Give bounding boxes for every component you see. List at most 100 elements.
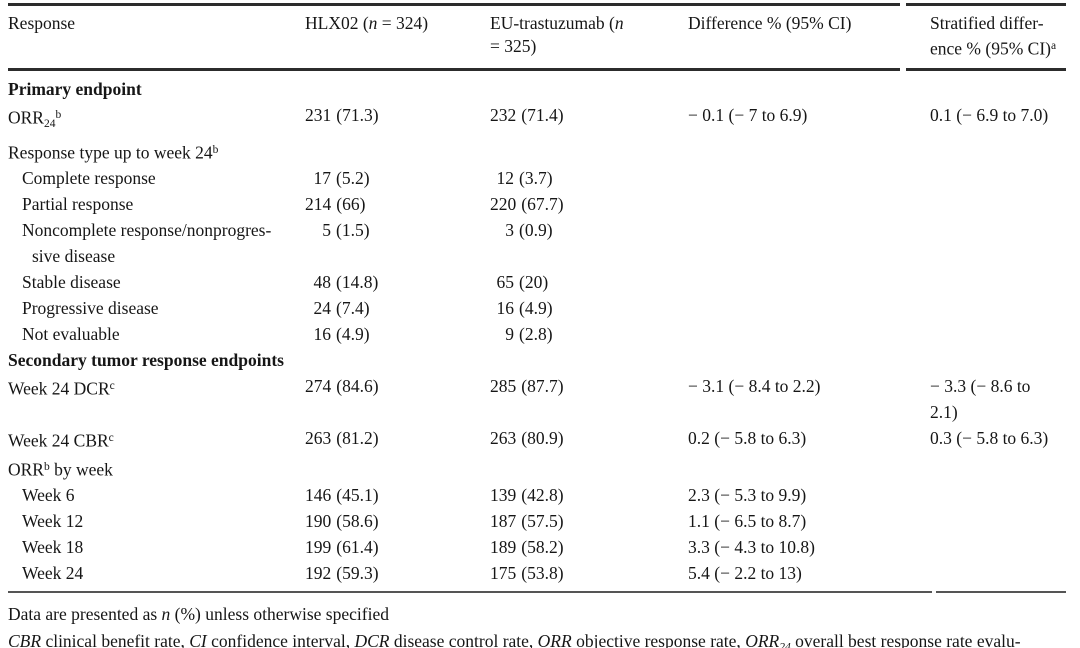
text-segment: Primary endpoint xyxy=(8,78,142,99)
cell-difference-value xyxy=(688,191,930,217)
cell-eu-trastuzumab-value: 232 (71.4) xyxy=(490,102,688,128)
difference-text: − 3.1 (− 8.4 to 2.2) xyxy=(688,376,821,396)
text-segment: Data are presented as xyxy=(8,604,162,624)
cell-stratified-difference-value xyxy=(930,560,1066,586)
footnote-data-presented: Data are presented as n (%) unless other… xyxy=(8,601,1066,627)
percent-value: (58.6) xyxy=(336,511,379,531)
row-stable-disease: Stable disease 48 (14.8) 65 (20) xyxy=(8,269,1066,295)
header-col-hlx02: HLX02 (n = 324) xyxy=(305,12,490,35)
percent-value: (66) xyxy=(336,194,366,214)
row-orr24: ORR24b 231 (71.3) 232 (71.4) − 0.1 (− 7 to 6.… xyxy=(8,102,1066,137)
percent-value: (3.7) xyxy=(519,168,553,188)
row-section-primary-endpoint: Primary endpoint xyxy=(8,76,1066,102)
row-label: Week 24 DCRc xyxy=(8,373,305,402)
count-value: 12 xyxy=(496,168,515,188)
cell-stratified-difference-value xyxy=(930,217,1066,243)
text-segment: (%) unless otherwise specified xyxy=(170,604,389,624)
count-value: 232 xyxy=(490,104,517,125)
text-segment: b xyxy=(55,108,62,121)
percent-value: (58.2) xyxy=(521,537,564,557)
cell-eu-trastuzumab-value: 175 (53.8) xyxy=(490,560,688,586)
text-segment: a xyxy=(1051,40,1057,52)
count-value: 199 xyxy=(305,537,332,557)
cell-difference-value xyxy=(688,217,930,243)
text-segment: Week 12 xyxy=(22,511,84,531)
percent-value: (71.4) xyxy=(521,104,564,125)
cell-stratified-difference-value xyxy=(930,534,1066,560)
difference-text: 5.4 (− 2.2 to 13) xyxy=(688,563,802,583)
cell-stratified-difference-value xyxy=(930,165,1066,191)
text-segment: Difference % (95% CI) xyxy=(688,13,852,33)
text-segment: n xyxy=(161,604,171,624)
count-value: 263 xyxy=(490,428,517,448)
row-section-secondary-endpoints: Secondary tumor response endpoints xyxy=(8,347,1066,373)
count-value: 3 xyxy=(505,220,514,240)
text-segment: HLX02 ( xyxy=(305,13,369,33)
text-segment: c xyxy=(109,380,115,392)
count-value: 16 xyxy=(496,298,515,318)
percent-value: (71.3) xyxy=(336,104,379,125)
text-segment: Response xyxy=(8,13,76,33)
row-week-6: Week 6 146 (45.1) 139 (42.8) 2.3 (− 5.3 to 9.… xyxy=(8,482,1066,508)
cell-stratified-difference-value xyxy=(930,269,1066,295)
count-value: 17 xyxy=(313,168,332,188)
cell-hlx02-value: 24 (7.4) xyxy=(305,295,490,321)
count-value: 285 xyxy=(490,376,517,396)
percent-value: (2.8) xyxy=(519,324,553,344)
percent-value: (1.5) xyxy=(336,220,370,240)
text-segment: b xyxy=(212,143,219,156)
difference-text: 2.3 (− 5.3 to 9.9) xyxy=(688,485,807,505)
cell-difference-value: 3.3 (− 4.3 to 10.8) xyxy=(688,534,930,560)
text-segment: CBR xyxy=(8,631,42,648)
text-segment: n xyxy=(614,13,624,33)
count-value: 139 xyxy=(490,485,517,505)
text-segment: = 325) xyxy=(490,36,537,56)
cell-eu-trastuzumab-value: 65 (20) xyxy=(490,269,688,295)
cell-eu-trastuzumab-value: 285 (87.7) xyxy=(490,373,688,399)
cell-stratified-difference-value xyxy=(930,191,1066,217)
difference-text: − 0.1 (− 7 to 6.9) xyxy=(688,104,808,125)
count-value: 231 xyxy=(305,104,332,125)
text-segment: ence % (95% CI) xyxy=(930,38,1051,59)
percent-value: (81.2) xyxy=(336,428,379,448)
header-col-response: Response xyxy=(8,12,305,35)
text-segment: ORR xyxy=(745,631,780,648)
table-header-rule xyxy=(8,67,1066,71)
percent-value: (4.9) xyxy=(519,298,553,318)
text-segment: CI xyxy=(189,631,207,648)
cell-hlx02-value: 190 (58.6) xyxy=(305,508,490,534)
text-segment: by week xyxy=(49,459,113,479)
header-col-stratified-difference: Stratified differ-ence % (95% CI)a xyxy=(930,12,1066,61)
row-label: Week 24 xyxy=(8,560,305,586)
text-segment: clinical benefit rate, xyxy=(41,631,190,648)
cell-difference-value: 0.2 (− 5.8 to 6.3) xyxy=(688,425,930,451)
difference-text: 0.3 (− 5.8 to 6.3) xyxy=(930,428,1049,448)
count-value: 190 xyxy=(305,511,332,531)
row-label: Response type up to week 24b xyxy=(8,137,1066,166)
cell-hlx02-value: 231 (71.3) xyxy=(305,102,490,128)
row-label: Not evaluable xyxy=(8,321,305,347)
difference-text: 0.1 (− 6.9 to 7.0) xyxy=(930,104,1049,125)
cell-difference-value xyxy=(688,165,930,191)
text-segment: Partial response xyxy=(22,194,134,214)
row-label: Complete response xyxy=(8,165,305,191)
text-segment: Complete response xyxy=(22,168,156,188)
count-value: 65 xyxy=(496,272,515,292)
percent-value: (5.2) xyxy=(336,168,370,188)
text-segment: Week 6 xyxy=(22,485,75,505)
row-label: Partial response xyxy=(8,191,305,217)
row-label: Week 6 xyxy=(8,482,305,508)
text-segment: confidence interval, xyxy=(206,631,355,648)
row-complete-response: Complete response 17 (5.2) 12 (3.7) xyxy=(8,165,1066,191)
text-segment: Secondary tumor response endpoints xyxy=(8,350,284,370)
row-progressive-disease: Progressive disease 24 (7.4) 16 (4.9) xyxy=(8,295,1066,321)
cell-hlx02-value: 199 (61.4) xyxy=(305,534,490,560)
row-label: Week 18 xyxy=(8,534,305,560)
cell-eu-trastuzumab-value: 3 (0.9) xyxy=(490,217,688,243)
row-label: Primary endpoint xyxy=(8,76,1066,102)
footnote-abbreviations: CBR clinical benefit rate, CI confidence… xyxy=(8,628,1066,648)
percent-value: (53.8) xyxy=(521,563,564,583)
count-value: 24 xyxy=(313,298,332,318)
cell-stratified-difference-value xyxy=(930,482,1066,508)
